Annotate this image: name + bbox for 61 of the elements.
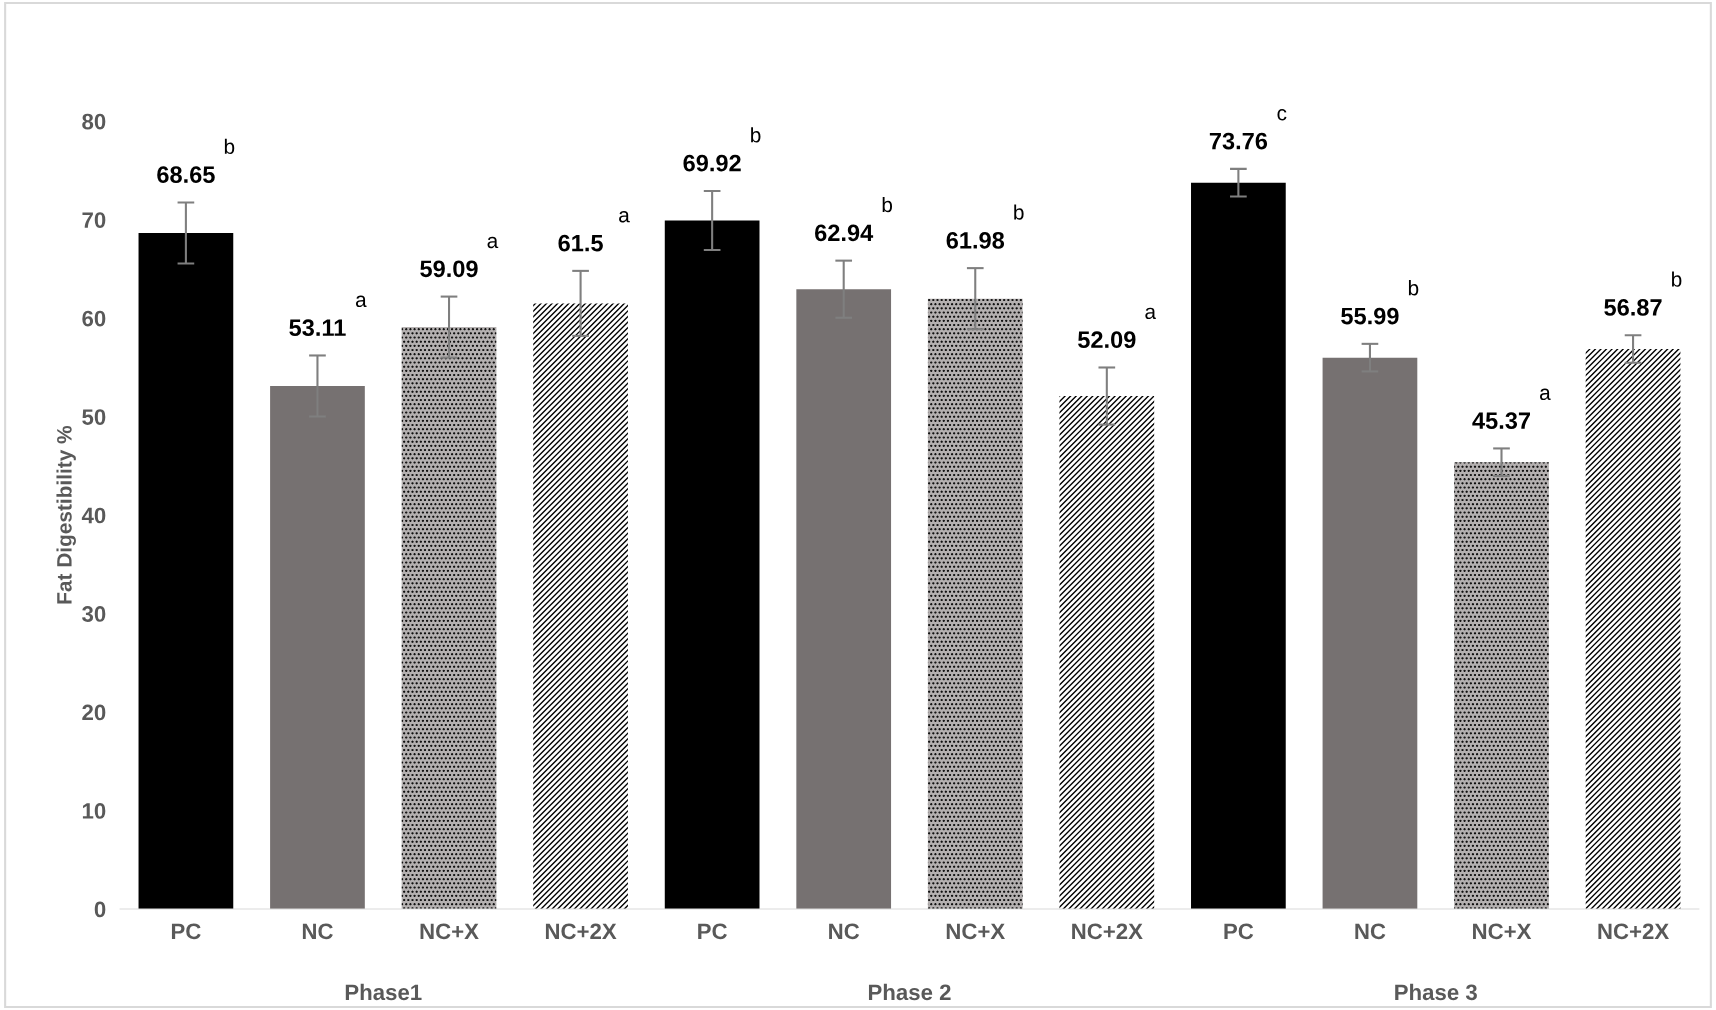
y-axis-title: Fat Digestibility % [56,425,76,604]
annotation: a [1540,388,1551,400]
annotation: b [1014,204,1024,220]
x-tick-label: NC [302,923,333,940]
bar [927,298,1023,909]
data-label: 52.09 [1078,331,1136,349]
data-label: 59.09 [420,260,478,278]
x-tick-label: NC+2X [1072,923,1143,940]
text: Phase 2 [868,983,951,1001]
bar [1059,396,1155,909]
text: Phase 3 [1395,983,1477,1001]
x-tick-label: NC+2X [1598,923,1669,940]
y-tick-label: 40 [81,507,106,524]
y-tick-label: 10 [82,803,106,819]
bar [270,386,365,909]
data-label: 61.5 [558,234,603,252]
bar [1454,462,1549,909]
y-tick-label: 80 [82,113,106,130]
data-label: 53.11 [289,319,346,337]
data-label: 45.37 [1472,412,1531,430]
annotation: b [882,196,893,213]
bar [1585,348,1681,909]
bar [533,303,628,909]
x-tick-label: NC+X [946,923,1006,940]
annotation: a [1145,307,1157,320]
annotation: a [487,236,499,249]
x-tick-label: PC [698,923,727,940]
annotation: b [1672,271,1682,287]
annotation: a [619,211,630,223]
bar [1322,357,1418,909]
y-tick-label: 60 [82,310,106,327]
annotation: a [355,295,367,308]
annotation: b [224,138,235,155]
y-tick-label: 20 [82,704,106,721]
bar [138,232,234,909]
bar [796,289,892,909]
data-label: 56.87 [1604,299,1662,316]
x-tick-label: NC [829,923,860,940]
annotation: b [1408,280,1419,296]
y-tick-label: 70 [82,212,106,228]
data-label: 68.65 [157,166,215,183]
y-tick-label: 0 [94,901,106,918]
annotation: b [751,127,761,143]
x-tick-label: NC+2X [545,923,617,940]
data-label: 73.76 [1209,132,1268,150]
data-label: 55.99 [1341,307,1399,325]
data-label: 61.98 [946,231,1005,249]
bar [664,220,760,909]
text: Phase1 [345,983,422,1001]
x-tick-label: PC [1224,923,1254,940]
data-label: 62.94 [815,224,874,242]
bar [401,327,497,909]
x-tick-label: NC [1355,923,1386,940]
text: c [1277,109,1287,121]
x-tick-label: NC+X [1473,923,1532,940]
data-label: 69.92 [683,154,741,172]
y-tick-label: 30 [82,606,106,622]
y-tick-label: 50 [82,409,106,425]
x-tick-label: PC [171,923,201,940]
bar [1191,182,1286,909]
x-tick-label: NC+X [420,923,479,940]
